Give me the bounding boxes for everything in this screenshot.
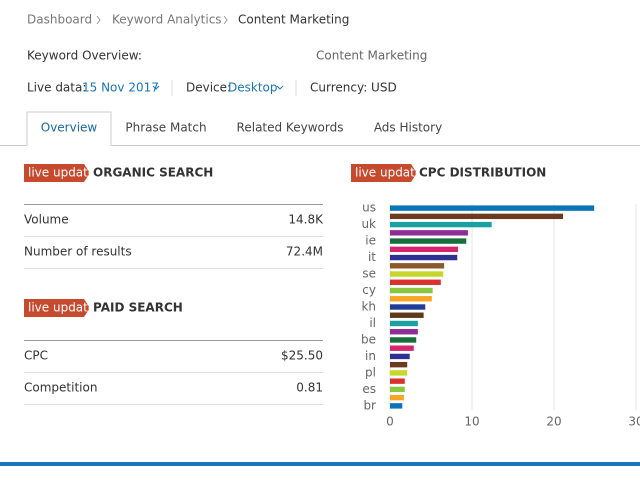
footer-bar [0, 462, 640, 466]
meta-label: Live data: [27, 81, 86, 95]
badge: live update [28, 301, 95, 315]
chevron [152, 85, 160, 90]
bar [390, 287, 433, 294]
tab[interactable]: Phrase Match [125, 121, 206, 135]
badge: live update [355, 166, 422, 180]
page-subject: Content Marketing [316, 49, 427, 63]
row-value: $25.50 [281, 349, 323, 363]
y-tick-label: es [362, 382, 376, 396]
section-title: ORGANIC SEARCH [93, 166, 213, 180]
bar [390, 213, 564, 220]
bar [390, 345, 414, 351]
tab-cover [27, 144, 111, 147]
row-label: Volume [24, 213, 69, 227]
bar [390, 337, 417, 343]
device-picker[interactable]: Desktop [228, 81, 278, 95]
y-tick-label: ie [365, 234, 376, 248]
y-tick-label: us [362, 201, 376, 215]
x-tick-label: 30 [628, 415, 640, 429]
meta-label: Device: [186, 81, 231, 95]
breadcrumb-item: Content Marketing [238, 13, 349, 27]
bar [390, 246, 459, 253]
badge-bg [351, 164, 417, 182]
bar [390, 221, 492, 228]
bar [390, 230, 468, 236]
y-tick-label: it [368, 250, 376, 264]
tab[interactable]: Ads History [374, 121, 442, 135]
date-picker[interactable]: 15 Nov 2017 [82, 81, 159, 95]
bar [390, 370, 408, 376]
bar [390, 386, 405, 393]
bar [390, 205, 595, 211]
bar [390, 238, 467, 244]
row-label: CPC [24, 349, 48, 363]
bar [390, 312, 424, 318]
badge-bg [24, 299, 90, 317]
row-label: Competition [24, 381, 97, 395]
bar [390, 378, 405, 384]
bar [390, 329, 418, 335]
bar [390, 304, 426, 310]
bar [390, 279, 441, 285]
breadcrumb-item[interactable]: Dashboard [27, 13, 92, 27]
bar [390, 271, 444, 277]
y-tick-label: be [361, 332, 376, 346]
x-tick-label: 10 [464, 415, 479, 429]
tab[interactable]: Overview [41, 121, 98, 135]
bar [390, 254, 458, 261]
y-tick-label: br [363, 398, 376, 412]
chevron [276, 85, 284, 90]
chart-title: CPC DISTRIBUTION [419, 166, 546, 180]
bar [390, 353, 410, 360]
breadcrumb-sep [223, 15, 228, 25]
y-tick-label: pl [365, 365, 376, 379]
bar [390, 394, 404, 401]
bar [390, 296, 432, 302]
breadcrumb-item[interactable]: Keyword Analytics [112, 13, 222, 27]
row-value: 72.4M [286, 245, 323, 259]
page-title: Keyword Overview: [27, 49, 142, 63]
bar [390, 263, 445, 269]
y-tick-label: il [369, 316, 376, 330]
tab-bar: Overview Phrase Match Related Keywords Ads … [0, 111, 640, 147]
y-tick-label: cy [362, 283, 376, 297]
currency: Currency: USD [310, 81, 397, 95]
y-tick-label: uk [361, 217, 376, 231]
badge-bg [24, 164, 90, 182]
y-tick-label: se [362, 267, 376, 281]
bar [390, 320, 418, 327]
y-tick-label: kh [361, 300, 376, 314]
breadcrumb-sep [96, 15, 101, 25]
badge: live update [28, 166, 95, 180]
tab-outline [26, 111, 112, 146]
section-title: PAID SEARCH [93, 301, 183, 315]
tab[interactable]: Related Keywords [237, 121, 344, 135]
x-tick-label: 0 [386, 415, 394, 429]
row-value: 14.8K [288, 213, 324, 227]
bar [390, 403, 403, 409]
x-tick-label: 20 [546, 415, 561, 429]
row-value: 0.81 [296, 381, 323, 395]
bar [390, 361, 408, 368]
row-label: Number of results [24, 245, 132, 259]
y-tick-label: in [365, 349, 376, 363]
